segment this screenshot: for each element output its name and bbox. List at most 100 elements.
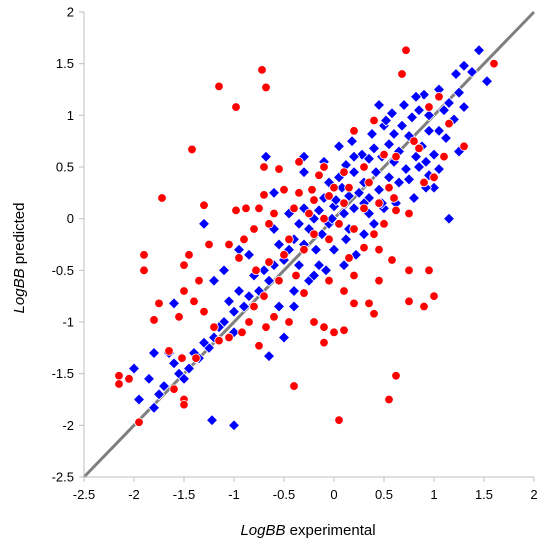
diamond-point — [365, 127, 379, 140]
y-tick-label: 1 — [67, 108, 74, 123]
diamond-point — [312, 259, 326, 272]
diamond-point — [325, 212, 339, 225]
circle-point — [184, 250, 194, 260]
circle-point — [344, 253, 354, 263]
circle-point — [114, 371, 124, 381]
circle-point — [237, 327, 247, 338]
circle-point — [254, 203, 264, 214]
diamond-point — [309, 243, 323, 256]
diamond-point — [472, 44, 486, 57]
diamond-point — [409, 90, 423, 103]
circle-point — [299, 288, 309, 298]
x-tick-label: -1.5 — [173, 487, 195, 502]
circle-point — [424, 265, 434, 276]
circle-point — [174, 312, 184, 322]
circle-point — [259, 162, 269, 172]
circle-point — [349, 224, 359, 234]
diamond-point — [382, 138, 396, 151]
diamond-point — [412, 104, 426, 117]
circle-point — [374, 275, 384, 286]
circle-point — [274, 275, 284, 286]
diamond-point — [422, 124, 436, 137]
diamond-point — [217, 264, 231, 277]
diamond-point — [205, 414, 219, 427]
circle-point — [349, 126, 359, 136]
diamond-point — [287, 284, 301, 298]
x-tick-label: -2 — [128, 487, 140, 502]
circle-point — [324, 191, 334, 201]
circle-point — [261, 82, 271, 93]
circle-point — [214, 81, 224, 92]
circle-point — [259, 291, 269, 301]
circle-point — [404, 296, 414, 307]
diamond-point — [427, 181, 441, 194]
circle-point — [179, 399, 189, 410]
diamond-point — [332, 140, 346, 153]
circle-point — [309, 195, 319, 205]
circle-point — [189, 296, 199, 307]
circle-point — [114, 379, 124, 389]
circle-point — [339, 198, 349, 208]
x-tick-label: 0.5 — [375, 487, 393, 502]
circle-point — [169, 384, 179, 394]
circle-point — [224, 332, 234, 343]
circle-point — [139, 250, 149, 260]
diamond-point — [127, 362, 141, 375]
diamond-point — [397, 98, 411, 112]
diamond-point — [297, 166, 311, 179]
circle-point — [369, 115, 379, 126]
x-tick-label: -0.5 — [273, 487, 295, 502]
circle-point — [241, 203, 251, 214]
diamond-point — [439, 132, 453, 145]
circle-point — [489, 58, 499, 69]
diamond-point — [339, 233, 353, 246]
diamond-point — [372, 183, 386, 196]
diamond-point — [395, 119, 409, 132]
circle-point — [364, 298, 374, 309]
circle-point — [387, 255, 397, 265]
circle-point — [269, 312, 279, 322]
circle-point — [409, 136, 419, 146]
circle-point — [251, 265, 261, 276]
diamond-point — [432, 124, 446, 137]
diamond-point — [480, 75, 494, 88]
circle-point — [414, 143, 424, 154]
diamond-point — [405, 111, 419, 124]
diamond-point — [352, 186, 366, 199]
circle-point — [419, 301, 429, 312]
diamond-point — [259, 150, 273, 163]
diamond-point — [177, 372, 191, 385]
diamond-point — [242, 290, 256, 303]
circle-point — [279, 250, 289, 260]
circle-point — [254, 341, 264, 351]
diamond-point — [292, 259, 306, 272]
x-tick-label: -1 — [228, 487, 240, 502]
circle-point — [274, 164, 284, 174]
diamond-point — [412, 160, 426, 174]
diamond-point — [237, 300, 251, 313]
diamond-point — [222, 295, 236, 308]
circle-point — [339, 325, 349, 335]
circle-point — [359, 162, 369, 172]
diamond-point — [227, 419, 241, 432]
diamond-point — [449, 67, 463, 81]
circle-point — [379, 149, 389, 160]
diamond-point — [409, 150, 423, 163]
diamond-point — [399, 163, 413, 176]
diamond-point — [337, 259, 351, 272]
circle-point — [124, 374, 134, 384]
circle-point — [309, 229, 319, 239]
diamond-point — [147, 401, 161, 414]
circle-point — [359, 242, 369, 253]
diamond-point — [157, 380, 171, 393]
diamond-point — [287, 300, 301, 313]
circle-point — [329, 182, 339, 193]
diamond-point — [319, 264, 333, 277]
diamond-point — [457, 59, 471, 72]
circle-point — [264, 219, 274, 229]
circle-point — [199, 306, 209, 317]
circle-point — [231, 102, 241, 112]
circle-point — [284, 234, 294, 245]
diamond-point — [262, 350, 276, 363]
circle-point — [401, 45, 411, 55]
